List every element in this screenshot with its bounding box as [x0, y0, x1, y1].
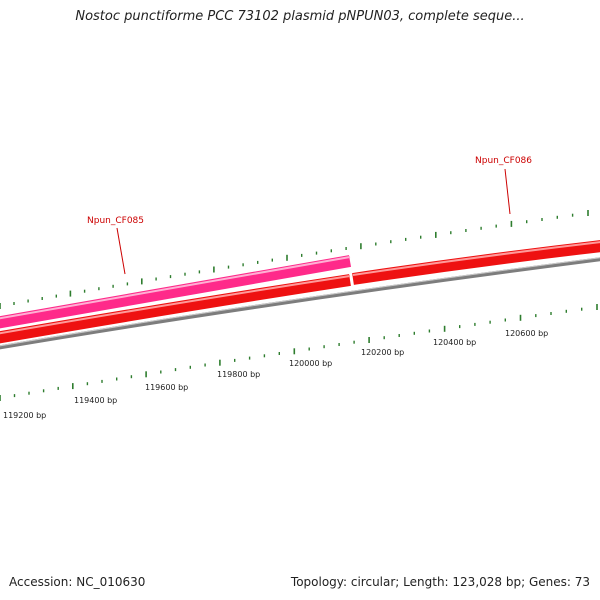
bp-label-119800: 119800 bp [217, 370, 260, 379]
gene-reverse-arc[interactable] [0, 274, 351, 344]
gene-npun-cf085-arc[interactable] [0, 255, 352, 329]
gene-npun-cf086-arc[interactable] [352, 240, 600, 285]
bp-label-119200: 119200 bp [3, 411, 46, 420]
gene-npun-cf085-arc-highlight [0, 256, 351, 320]
bp-label-120000: 120000 bp [289, 359, 332, 368]
outer-tick-marks [0, 210, 589, 309]
gene-label-npun-cf086[interactable]: Npun_CF086 [475, 156, 532, 166]
gene-label-npun-cf085[interactable]: Npun_CF085 [87, 216, 144, 226]
gene-reverse-arc-highlight [0, 275, 351, 335]
bp-label-120400: 120400 bp [433, 338, 476, 347]
bp-label-119600: 119600 bp [145, 383, 188, 392]
gene-label-leader-cf086 [504, 168, 511, 215]
map-title: Nostoc punctiforme PCC 73102 plasmid pNP… [75, 9, 525, 24]
backbone-highlight [0, 257, 600, 347]
bp-label-120200: 120200 bp [361, 348, 404, 357]
bp-label-119400: 119400 bp [74, 396, 117, 405]
inner-tick-marks [0, 304, 598, 401]
accession-text: Accession: NC_010630 [9, 575, 146, 589]
gene-npun-cf086-arc-highlight [352, 241, 600, 276]
gene-label-leader-cf085 [116, 227, 126, 275]
backbone-line [0, 257, 600, 350]
bp-label-120600: 120600 bp [505, 329, 548, 338]
topology-summary: Topology: circular; Length: 123,028 bp; … [290, 575, 590, 589]
